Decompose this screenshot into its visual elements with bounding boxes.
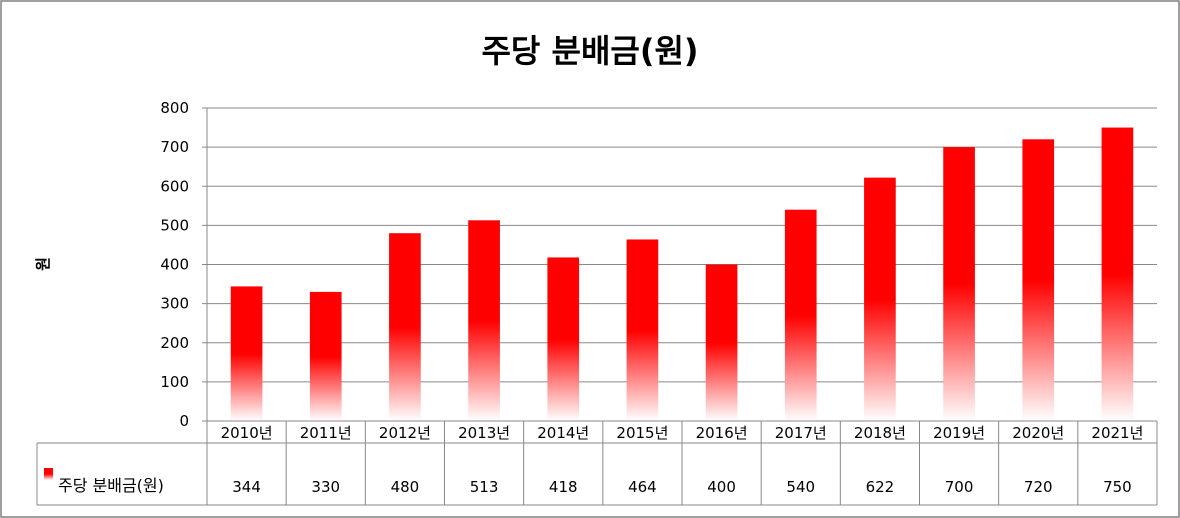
x-category-label: 2010년 [221,424,273,442]
x-category-label: 2013년 [458,424,510,442]
legend-series-name: 주당 분배금(원) [58,476,164,495]
y-tick-label: 500 [160,216,189,234]
x-category-label: 2019년 [933,424,985,442]
y-axis-label: 원 [34,257,52,271]
bar [943,147,975,421]
bar [547,257,580,421]
x-category-label: 2020년 [1012,424,1064,442]
bar [705,264,738,421]
table-value-cell: 720 [1024,478,1053,496]
x-category-label: 2016년 [696,424,748,442]
bar [784,209,817,421]
bar [1022,139,1055,422]
y-tick-label: 300 [160,295,189,313]
y-tick-label: 800 [160,99,189,117]
bar [309,291,342,421]
table-value-cell: 418 [549,478,578,496]
table-value-cell: 330 [311,478,340,496]
table-value-cell: 540 [786,478,815,496]
y-tick-label: 100 [160,373,189,391]
bar [468,220,500,421]
table-value-cell: 464 [628,478,657,496]
bar [864,177,896,421]
bar [389,233,421,421]
y-tick-label: 0 [179,412,189,430]
chart-title: 주당 분배금(원) [481,32,698,70]
y-tick-label: 600 [160,177,189,195]
table-value-cell: 750 [1103,478,1132,496]
table-value-cell: 480 [391,478,420,496]
legend-key [44,468,53,480]
x-category-label: 2014년 [537,424,589,442]
table-value-cell: 513 [470,478,499,496]
bar [230,286,263,421]
table-value-cell: 344 [232,478,261,496]
y-tick-label: 700 [160,138,189,156]
table-value-cell: 400 [707,478,736,496]
table-value-cell: 622 [866,478,895,496]
bar [1101,127,1134,421]
x-category-label: 2018년 [854,424,906,442]
x-category-label: 2021년 [1091,424,1143,442]
y-tick-label: 400 [160,256,189,274]
table-value-cell: 700 [945,478,974,496]
x-category-label: 2015년 [616,424,668,442]
bar [626,239,659,421]
y-tick-label: 200 [160,334,189,352]
x-category-label: 2011년 [300,424,352,442]
x-category-label: 2017년 [775,424,827,442]
x-category-label: 2012년 [379,424,431,442]
